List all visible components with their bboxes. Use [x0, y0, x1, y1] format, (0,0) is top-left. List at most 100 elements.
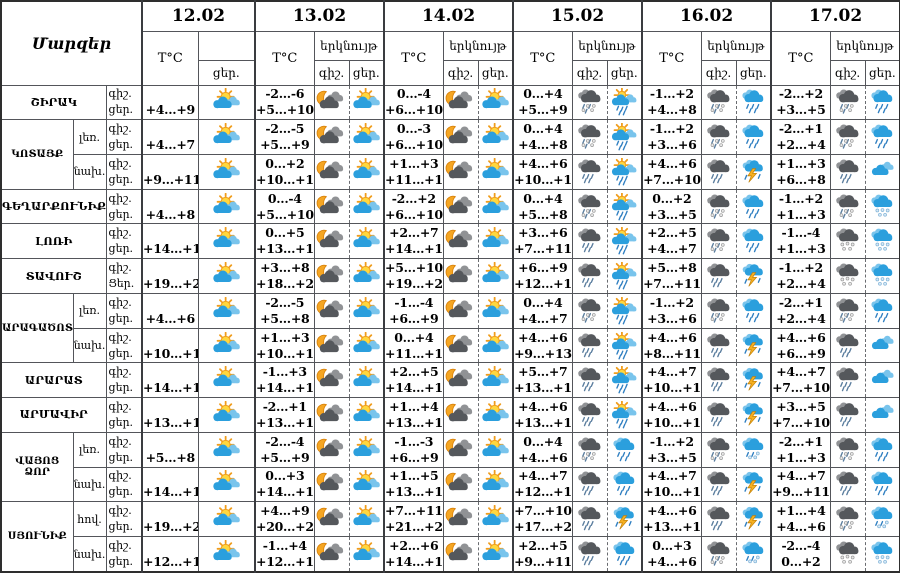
sun-cloud-icon [348, 397, 385, 433]
dark-rain-icon [700, 258, 737, 294]
temp-cell: -1...+4+12...+17 [254, 536, 315, 573]
dark-sleet-icon [829, 292, 866, 329]
temp-cell: 0...-4 +6...+10 [383, 84, 444, 121]
night-label: գիշ. [108, 156, 132, 170]
moon-cloud-icon [313, 84, 350, 121]
temp-cell: +1...+3+11...+13 [383, 153, 444, 190]
day-temp: +6...+9 [389, 449, 439, 465]
sun-cloud-rain-icon [606, 362, 643, 399]
time-label-cell: գիշ. ցեր. [105, 397, 143, 433]
dark-sleet-icon [700, 431, 737, 468]
time-label-cell: գիշ. ցեր. [105, 223, 143, 260]
night-temp: +2...+7 [389, 225, 439, 241]
night-temp: 0...+4 [523, 121, 563, 137]
dark-sleet-icon [700, 292, 737, 329]
night-temp: -2...+1 [262, 398, 307, 414]
day-temp: +5...+8 [518, 206, 568, 222]
thunder-icon [735, 153, 772, 190]
night-temp: -1...+4 [262, 538, 307, 554]
night-temp: 0...+2 [652, 190, 692, 206]
sun-cloud-icon [348, 84, 385, 121]
region-cell: ԳԵՂԱՐՔՈՒՆԻՔ [0, 188, 107, 225]
sun-cloud-icon [348, 536, 385, 573]
day-temp: +13...+15 [143, 414, 197, 430]
night-temp: -2...-5 [265, 121, 305, 137]
dark-sleet-icon [700, 84, 737, 121]
temp-cell: +4...+7 +9...+11 [770, 466, 831, 503]
day-temp: +5...+10 [256, 206, 314, 222]
temp-cell: +2...+5 +4...+7 [641, 223, 702, 260]
day-temp: +10...+12 [643, 484, 701, 500]
day-temp: +13...+15 [385, 414, 443, 430]
night-label: գիշ. [108, 122, 132, 136]
night-temp: +4...+7 [776, 468, 826, 484]
sun-cloud-rain-icon [606, 153, 643, 190]
temp-cell: 0...-3 +6...+10 [383, 119, 444, 155]
temp-cell: +4...+6+10...+12 [512, 153, 573, 190]
thunder-icon [735, 362, 772, 399]
day-subheader: ցեր. [197, 59, 256, 86]
night-temp: 0...-4 [267, 190, 302, 206]
night-temp: -2...+2 [391, 190, 436, 206]
day-temp: +13...+15 [385, 484, 443, 500]
dark-rain-icon [700, 501, 737, 538]
temp-cell: -2...-4 0...+2 [770, 536, 831, 573]
sun-cloud-icon [197, 466, 256, 503]
region-cell: ՍՅՈՒՆԻՔ [0, 501, 74, 573]
sun-cloud-icon [197, 327, 256, 364]
time-label-cell: գիշ. ցեր. [105, 431, 143, 468]
day-temp: +1...+3 [776, 241, 826, 257]
sun-cloud-icon [197, 153, 256, 190]
dark-rain-icon [571, 397, 608, 433]
thunder-icon [606, 501, 643, 538]
day-temp: +3...+5 [776, 102, 826, 118]
sun-cloud-icon [477, 84, 514, 121]
time-label-cell: գիշ. ցեր. [105, 466, 143, 503]
forecast-row: ՎԱՅՈՑ ՁՈՐ լեռ. գիշ. ցեր. +5...+8 -2...-4 +5...… [0, 431, 900, 503]
sky-column-header: երկնույթ [700, 30, 772, 61]
night-temp: +7...+11 [385, 503, 443, 519]
moon-cloud-icon [442, 397, 479, 433]
temp-cell: +3...+6 +7...+11 [512, 223, 573, 260]
temp-cell: +4...+6 [141, 292, 199, 329]
night-temp: -1...-3 [394, 433, 434, 449]
day-temp: +5...+8 [260, 310, 310, 326]
region-cell: ՎԱՅՈՑ ՁՈՐ [0, 431, 74, 503]
day-temp: +14...+16 [385, 380, 443, 396]
night-temp: -2...-6 [265, 86, 305, 102]
day-temp: +4...+7 [145, 137, 196, 153]
blue-snow-icon [864, 223, 900, 260]
time-label-cell: գիշ. ցեր. [105, 84, 143, 121]
night-label: գիշ. [108, 434, 132, 448]
night-label: գիշ. [108, 330, 132, 344]
temp-cell: 0...+2+10...+12 [254, 153, 315, 190]
region-cell: ԱՐԱԳԱԾՈՏՆ [0, 292, 74, 364]
temp-cell: 0...+4 +4...+7 [512, 292, 573, 329]
night-temp: -1...+2 [778, 260, 823, 276]
night-temp: 0...+3 [265, 468, 305, 484]
day-temp: +10...+13 [643, 380, 701, 396]
sun-cloud-icon [477, 153, 514, 190]
day-temp: 0...+2 [781, 554, 821, 570]
dark-sleet-icon [571, 431, 608, 468]
region-cell: ԿՈՏԱՅՔ [0, 119, 74, 190]
day-temp: +5...+10 [256, 102, 314, 118]
night-label: գիշ. [108, 399, 132, 413]
day-temp: +20...+23 [256, 519, 314, 535]
blue-rain-icon [864, 466, 900, 503]
night-temp: +3...+8 [260, 260, 310, 276]
dark-rain-icon [829, 327, 866, 364]
day-temp: +6...+10 [385, 102, 443, 118]
day-temp: +7...+11 [643, 276, 701, 292]
sun-cloud-rain-icon [606, 397, 643, 433]
day-temp: +4...+6 [145, 310, 196, 326]
day-temp: +4...+6 [647, 554, 697, 570]
day-temp: +18...+22 [256, 276, 314, 292]
blue-rain-icon [606, 431, 643, 468]
day-subheader: ցեր. [606, 59, 643, 86]
dark-sleet-icon [700, 223, 737, 260]
sun-cloud-icon [348, 292, 385, 329]
day-temp: +14...+17 [256, 484, 314, 500]
night-temp: +4...+7 [647, 364, 697, 380]
temp-cell: +19...+22 [141, 501, 199, 538]
